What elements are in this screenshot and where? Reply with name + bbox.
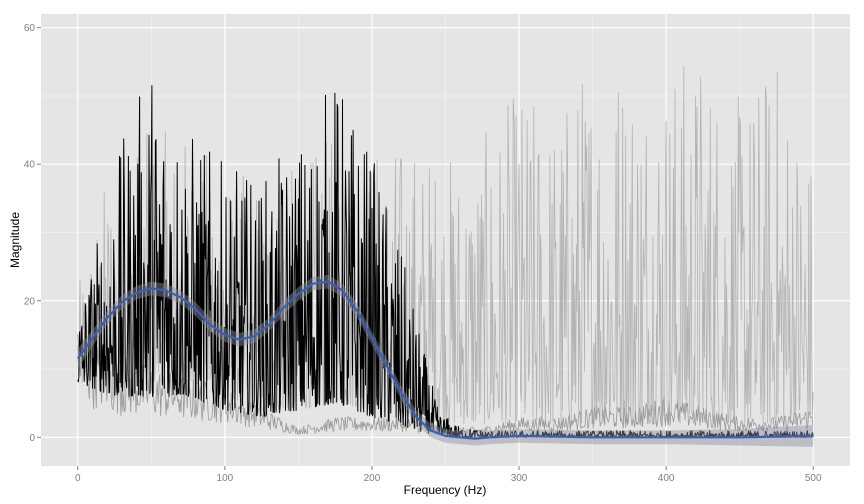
x-tick-label: 300 bbox=[511, 473, 528, 484]
x-tick-label: 500 bbox=[805, 473, 822, 484]
y-tick-label: 60 bbox=[24, 23, 36, 34]
filtered-spectrum-line bbox=[77, 85, 814, 438]
smooth-confidence-band bbox=[77, 274, 814, 447]
x-tick-label: 200 bbox=[364, 473, 381, 484]
y-tick-label: 40 bbox=[24, 160, 36, 171]
smooth-trend-line bbox=[76, 280, 814, 440]
y-tick-label: 0 bbox=[29, 433, 35, 444]
y-tick-label: 20 bbox=[24, 296, 36, 307]
tick-labels: 0 100 200 300 400 500 0 20 40 60 bbox=[24, 23, 822, 484]
x-axis-title: Frequency (Hz) bbox=[404, 483, 487, 497]
x-tick-label: 100 bbox=[217, 473, 234, 484]
data-layer bbox=[76, 65, 814, 447]
x-tick-label: 400 bbox=[658, 473, 675, 484]
x-tick-label: 0 bbox=[75, 473, 81, 484]
y-axis-title: Magnitude bbox=[8, 212, 22, 268]
